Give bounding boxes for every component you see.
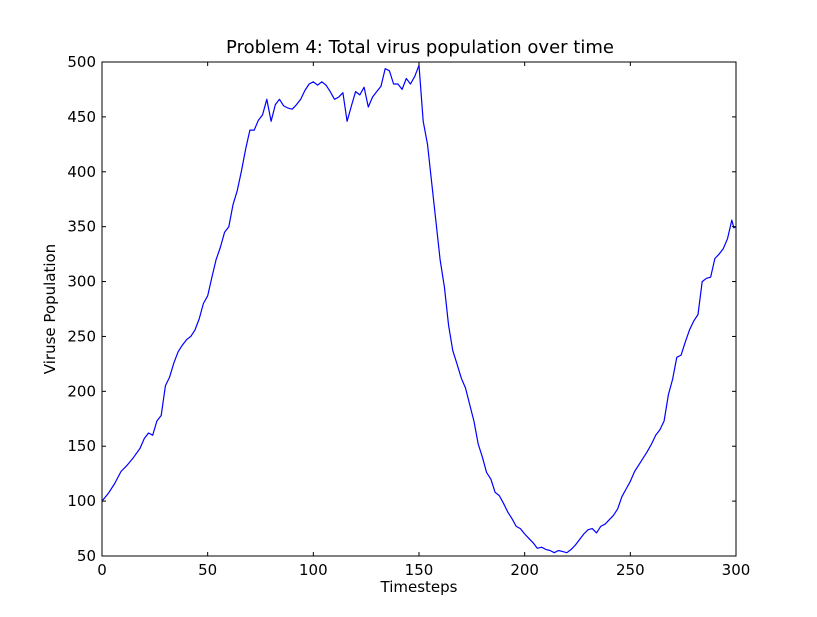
x-axis: 0 50 100 150 200 250 300 [97, 62, 750, 579]
y-tick-label: 100 [67, 492, 96, 510]
y-tick-label: 50 [77, 547, 96, 565]
x-tick-label: 0 [97, 561, 107, 579]
y-axis-label: Viruse Population [41, 244, 59, 374]
x-tick-label: 50 [198, 561, 217, 579]
y-tick-label: 350 [67, 218, 96, 236]
chart-title: Problem 4: Total virus population over t… [226, 37, 614, 58]
y-tick-label: 250 [67, 327, 96, 345]
x-tick-label: 200 [510, 561, 539, 579]
x-tick-label: 300 [722, 561, 751, 579]
x-axis-label: Timesteps [380, 578, 458, 596]
y-axis: 50 100 150 200 250 300 350 400 450 500 [67, 53, 736, 565]
y-tick-label: 200 [67, 382, 96, 400]
x-tick-label: 100 [299, 561, 328, 579]
y-tick-label: 500 [67, 53, 96, 71]
y-tick-label: 300 [67, 273, 96, 291]
y-tick-label: 450 [67, 108, 96, 126]
y-tick-label: 150 [67, 437, 96, 455]
x-tick-label: 150 [405, 561, 434, 579]
y-tick-label: 400 [67, 163, 96, 181]
series-line [101, 64, 737, 554]
x-tick-label: 250 [616, 561, 645, 579]
